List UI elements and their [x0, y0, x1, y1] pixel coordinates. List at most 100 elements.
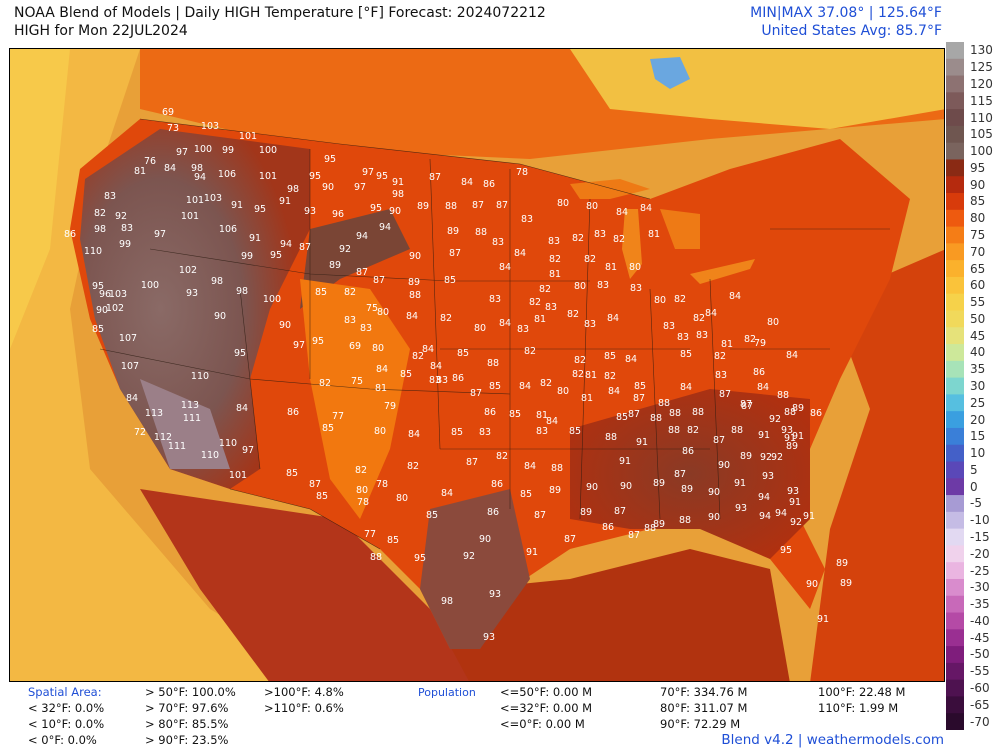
- colorbar-tick-label: 90: [970, 177, 986, 192]
- point-value: 90: [322, 182, 334, 193]
- colorbar-swatch: [946, 696, 964, 714]
- point-value: 87: [309, 479, 321, 490]
- colorbar-swatch: [946, 159, 964, 177]
- point-value: 98: [392, 189, 404, 200]
- point-value: 89: [580, 507, 592, 518]
- point-value: 92: [339, 244, 351, 255]
- spatial-col2: > 50°F: 100.0% > 70°F: 97.6% > 80°F: 85.…: [145, 684, 236, 748]
- point-value: 82: [693, 313, 705, 324]
- point-value: 97: [154, 229, 166, 240]
- point-value: 101: [181, 211, 199, 222]
- point-value: 85: [400, 369, 412, 380]
- point-value: 87: [633, 393, 645, 404]
- point-value: 86: [452, 373, 464, 384]
- point-value: 87: [470, 388, 482, 399]
- colorbar-tick-label: 35: [970, 362, 986, 377]
- point-value: 75: [351, 376, 363, 387]
- colorbar-swatch: [946, 562, 964, 580]
- point-value: 81: [375, 383, 387, 394]
- stat-line: < 0°F: 0.0%: [28, 733, 97, 747]
- colorbar-swatch: [946, 344, 964, 362]
- point-value: 101: [229, 470, 247, 481]
- point-value: 83: [677, 332, 689, 343]
- point-value: 82: [524, 346, 536, 357]
- point-value: 88: [650, 413, 662, 424]
- point-value: 110: [191, 371, 209, 382]
- point-value: 87: [429, 172, 441, 183]
- point-value: 85: [457, 348, 469, 359]
- colorbar-tick-label: 60: [970, 278, 986, 293]
- colorbar-swatch: [946, 176, 964, 194]
- point-value: 83: [517, 324, 529, 335]
- point-value: 79: [384, 401, 396, 412]
- point-value: 72: [134, 427, 146, 438]
- colorbar-swatch: [946, 511, 964, 530]
- point-value: 88: [731, 425, 743, 436]
- point-value: 89: [408, 277, 420, 288]
- colorbar-tick-label: 15: [970, 429, 986, 444]
- colorbar-tick-label: 10: [970, 446, 986, 461]
- point-value: 82: [344, 287, 356, 298]
- colorbar-swatch: [946, 679, 964, 697]
- point-value: 87: [299, 242, 311, 253]
- point-value: 81: [721, 339, 733, 350]
- point-value: 85: [444, 275, 456, 286]
- point-value: 90: [389, 206, 401, 217]
- colorbar-tick-label: -10: [970, 513, 990, 528]
- us-average-readout: United States Avg: 85.7°F: [761, 23, 942, 39]
- point-value: 87: [564, 534, 576, 545]
- colorbar-tick-label: -70: [970, 714, 990, 729]
- point-value: 85: [322, 423, 334, 434]
- point-value: 91: [619, 456, 631, 467]
- colorbar-tick-label: -15: [970, 530, 990, 545]
- colorbar-swatch: [946, 125, 964, 144]
- point-value: 84: [524, 461, 536, 472]
- point-value: 110: [84, 246, 102, 257]
- map-title: NOAA Blend of Models | Daily HIGH Temper…: [14, 5, 546, 21]
- stat-line: 90°F: 72.29 M: [660, 717, 741, 731]
- point-value: 100: [194, 144, 212, 155]
- point-value: 89: [549, 485, 561, 496]
- point-value: 90: [586, 482, 598, 493]
- point-value: 80: [372, 343, 384, 354]
- point-value: 100: [141, 280, 159, 291]
- colorbar-swatch: [946, 58, 964, 77]
- point-value: 98: [211, 276, 223, 287]
- point-value: 93: [304, 206, 316, 217]
- credit-link[interactable]: Blend v4.2 | weathermodels.com: [721, 732, 944, 748]
- point-value: 86: [682, 446, 694, 457]
- point-value: 87: [741, 401, 753, 412]
- colorbar-tick-label: -40: [970, 613, 990, 628]
- point-value: 94: [194, 172, 206, 183]
- point-value: 88: [658, 398, 670, 409]
- point-value: 80: [654, 295, 666, 306]
- colorbar-tick-label: 0: [970, 479, 978, 494]
- point-value: 95: [376, 171, 388, 182]
- point-value: 110: [219, 438, 237, 449]
- point-value: 82: [319, 378, 331, 389]
- point-value: 91: [231, 200, 243, 211]
- point-value: 98: [287, 184, 299, 195]
- colorbar: [946, 42, 964, 730]
- stat-line: >110°F: 0.6%: [264, 701, 344, 715]
- point-value: 88: [409, 290, 421, 301]
- point-value: 102: [179, 265, 197, 276]
- point-value: 88: [669, 408, 681, 419]
- colorbar-swatch: [946, 612, 964, 630]
- point-value: 85: [426, 510, 438, 521]
- point-value: 84: [430, 361, 442, 372]
- point-value: 86: [483, 179, 495, 190]
- point-value: 82: [714, 351, 726, 362]
- point-value: 83: [715, 370, 727, 381]
- point-value: 101: [259, 171, 277, 182]
- stat-line: > 70°F: 97.6%: [145, 701, 229, 715]
- point-value: 85: [92, 324, 104, 335]
- population-label: Population: [418, 686, 476, 699]
- point-value: 88: [370, 552, 382, 563]
- point-value: 106: [219, 224, 237, 235]
- point-value: 91: [279, 196, 291, 207]
- colorbar-tick-label: -45: [970, 630, 990, 645]
- point-value: 84: [441, 488, 453, 499]
- point-value: 87: [373, 275, 385, 286]
- point-value: 91: [758, 430, 770, 441]
